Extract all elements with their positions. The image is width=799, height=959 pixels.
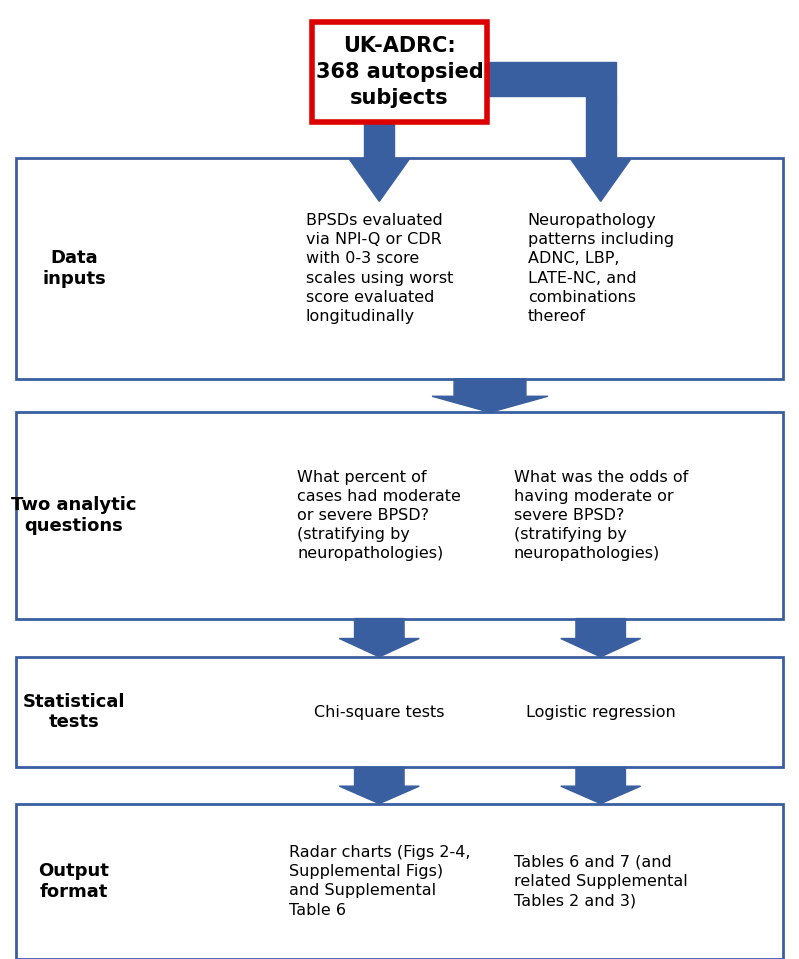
Polygon shape — [349, 159, 409, 201]
Text: Data
inputs: Data inputs — [42, 249, 105, 288]
Text: What was the odds of
having moderate or
severe BPSD?
(stratifying by
neuropathol: What was the odds of having moderate or … — [514, 470, 688, 561]
Text: UK-ADRC:
368 autopsied
subjects: UK-ADRC: 368 autopsied subjects — [316, 35, 483, 108]
Polygon shape — [561, 767, 641, 804]
Text: Neuropathology
patterns including
ADNC, LBP,
LATE-NC, and
combinations
thereof: Neuropathology patterns including ADNC, … — [527, 213, 674, 324]
Polygon shape — [340, 619, 419, 657]
Text: Chi-square tests: Chi-square tests — [314, 705, 444, 719]
Text: Radar charts (Figs 2-4,
Supplemental Figs)
and Supplemental
Table 6: Radar charts (Figs 2-4, Supplemental Fig… — [288, 845, 470, 918]
Text: Statistical
tests: Statistical tests — [22, 692, 125, 732]
Polygon shape — [340, 767, 419, 804]
Bar — [16, 804, 783, 959]
Text: Tables 6 and 7 (and
related Supplemental
Tables 2 and 3): Tables 6 and 7 (and related Supplemental… — [514, 854, 688, 908]
Text: BPSDs evaluated
via NPI-Q or CDR
with 0-3 score
scales using worst
score evaluat: BPSDs evaluated via NPI-Q or CDR with 0-… — [305, 213, 453, 324]
Bar — [16, 412, 783, 619]
Text: Two analytic
questions: Two analytic questions — [11, 496, 137, 535]
Polygon shape — [364, 96, 395, 159]
Polygon shape — [561, 619, 641, 657]
Polygon shape — [364, 62, 616, 96]
Text: Logistic regression: Logistic regression — [526, 705, 676, 719]
Bar — [16, 158, 783, 379]
Polygon shape — [432, 379, 548, 412]
Text: What percent of
cases had moderate
or severe BPSD?
(stratifying by
neuropatholog: What percent of cases had moderate or se… — [297, 470, 461, 561]
FancyBboxPatch shape — [312, 21, 487, 123]
Polygon shape — [570, 159, 630, 201]
Polygon shape — [586, 96, 616, 159]
Text: Output
format: Output format — [38, 862, 109, 901]
Bar — [16, 657, 783, 767]
